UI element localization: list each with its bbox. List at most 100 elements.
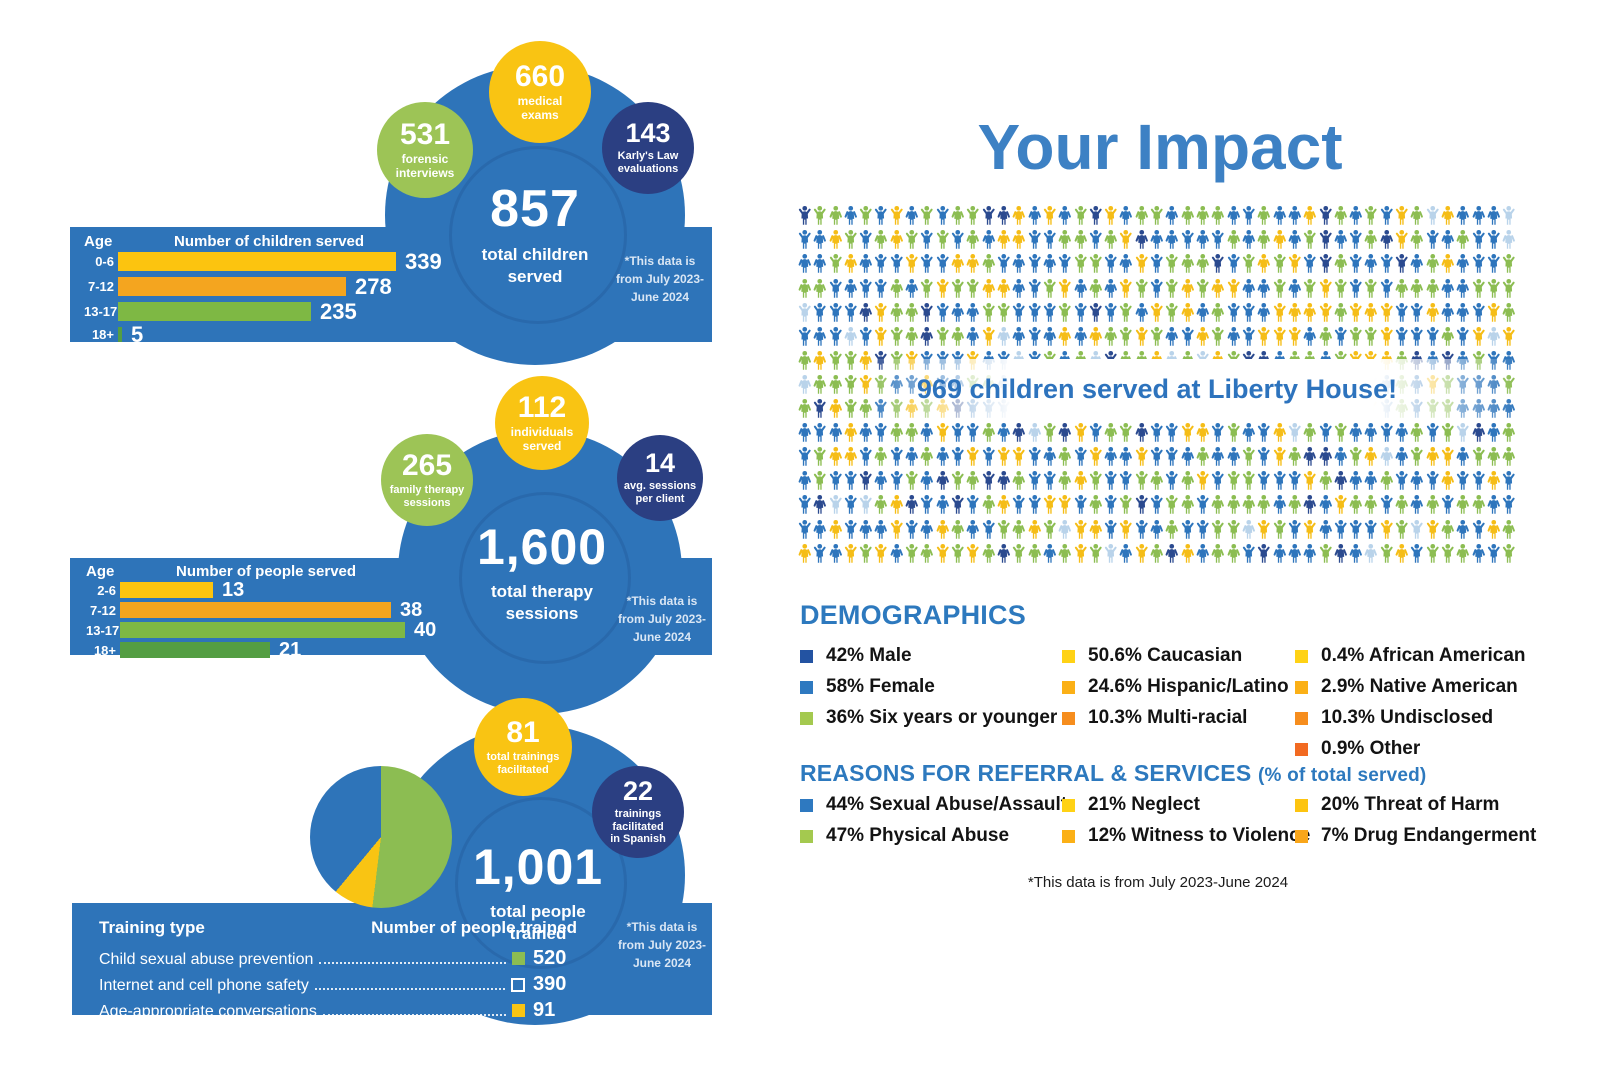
person-icon — [1426, 229, 1439, 251]
person-icon — [1411, 301, 1424, 323]
badge-karlys-law: 143 Karly's Law evaluations — [602, 102, 694, 194]
person-icon — [1273, 422, 1286, 443]
person-icon — [1043, 277, 1056, 299]
legend-text: 0.9% Other — [1321, 738, 1421, 759]
person-icon — [1043, 494, 1056, 516]
person-icon — [1441, 325, 1454, 347]
person-icon — [1211, 494, 1225, 516]
bar-value: 339 — [405, 248, 442, 274]
person-icon — [829, 518, 842, 540]
person-icon — [1059, 277, 1071, 299]
person-icon — [1120, 494, 1133, 516]
person-icon — [936, 229, 949, 251]
person-icon — [1334, 518, 1347, 540]
person-icon — [905, 542, 918, 564]
badge-value: 531 — [399, 117, 451, 151]
person-icon — [1258, 422, 1270, 443]
section-total-children: 857 total children served — [482, 183, 589, 288]
person-icon — [982, 518, 995, 540]
person-icon — [1104, 422, 1118, 443]
legend-swatch — [1295, 798, 1308, 812]
person-icon — [1426, 446, 1439, 467]
total-label: total children served — [481, 245, 589, 287]
person-icon — [1166, 277, 1179, 299]
person-icon — [1150, 422, 1163, 443]
total-value: 1,001 — [472, 839, 604, 895]
person-icon — [921, 229, 934, 251]
person-icon — [1043, 325, 1056, 347]
person-icon — [1181, 325, 1194, 347]
legend-item: 50.6% Caucasian — [1062, 645, 1289, 667]
legend-swatch — [1062, 711, 1075, 725]
person-icon — [951, 422, 964, 443]
person-icon — [798, 253, 811, 275]
person-icon — [1288, 422, 1301, 443]
legend-swatch — [1062, 829, 1075, 843]
person-icon — [829, 325, 842, 347]
person-icon — [966, 470, 980, 492]
person-icon — [1104, 325, 1118, 347]
person-icon — [1456, 494, 1470, 516]
bar-row: 13-17 40 — [86, 620, 436, 640]
person-icon — [920, 446, 934, 467]
person-icon — [1502, 422, 1516, 443]
person-icon — [1135, 301, 1148, 323]
person-icon — [1334, 470, 1347, 492]
person-icon — [1196, 205, 1209, 227]
people-trained-header: Number of people trained — [371, 918, 577, 937]
person-icon — [1288, 301, 1301, 323]
person-icon — [951, 301, 964, 323]
bar-value: 235 — [320, 298, 357, 324]
badge-value: 22 — [622, 776, 654, 807]
person-icon — [1334, 494, 1347, 516]
badge-label: forensic interviews — [395, 151, 455, 180]
person-icon — [1258, 446, 1270, 468]
person-icon — [1395, 542, 1409, 564]
person-icon — [1074, 325, 1087, 347]
badge-value: 14 — [644, 448, 676, 479]
person-icon — [1212, 253, 1224, 275]
legend-text: 36% Six years or younger — [826, 707, 1058, 728]
person-icon — [1089, 446, 1102, 468]
bar-age-label: 2-6 — [97, 582, 116, 598]
person-icon — [951, 494, 964, 516]
person-icon — [1441, 542, 1454, 564]
person-icon — [1028, 422, 1041, 443]
center-ring — [449, 146, 627, 324]
person-icon — [1273, 518, 1286, 540]
demographics-column-1: 42% Male 58% Female 36% Six years or young… — [800, 645, 1057, 729]
person-icon — [829, 229, 842, 251]
person-icon — [1410, 277, 1424, 299]
person-icon — [1426, 470, 1439, 492]
age-column-header: Age — [86, 563, 115, 580]
person-icon — [1426, 422, 1439, 443]
person-icon — [1319, 518, 1332, 540]
bar-value: 5 — [131, 321, 144, 347]
person-icon — [1074, 470, 1087, 492]
person-icon — [982, 542, 995, 564]
person-icon — [1257, 301, 1271, 323]
legend-swatch — [1295, 742, 1308, 756]
person-icon — [1089, 301, 1102, 323]
person-icon — [1426, 325, 1439, 347]
person-icon — [1319, 494, 1332, 516]
person-icon — [875, 301, 888, 323]
bar-value: 38 — [400, 599, 423, 621]
person-icon — [1365, 277, 1378, 299]
training-label: Child sexual abuse prevention — [99, 951, 314, 968]
legend-item: 12% Witness to Violence — [1062, 825, 1310, 847]
person-icon — [1441, 470, 1454, 492]
person-icon — [1456, 542, 1470, 564]
person-icon — [1074, 542, 1087, 564]
person-icon — [1227, 205, 1240, 227]
person-icon — [1135, 229, 1148, 251]
person-icon — [1380, 494, 1393, 516]
person-icon — [1487, 470, 1500, 492]
person-icon — [1242, 229, 1255, 251]
person-icon — [1120, 277, 1133, 299]
person-icon — [1028, 446, 1041, 468]
person-icon — [1105, 253, 1117, 275]
person-icon — [1380, 542, 1393, 564]
person-icon — [1012, 470, 1026, 492]
person-icon — [844, 205, 857, 227]
